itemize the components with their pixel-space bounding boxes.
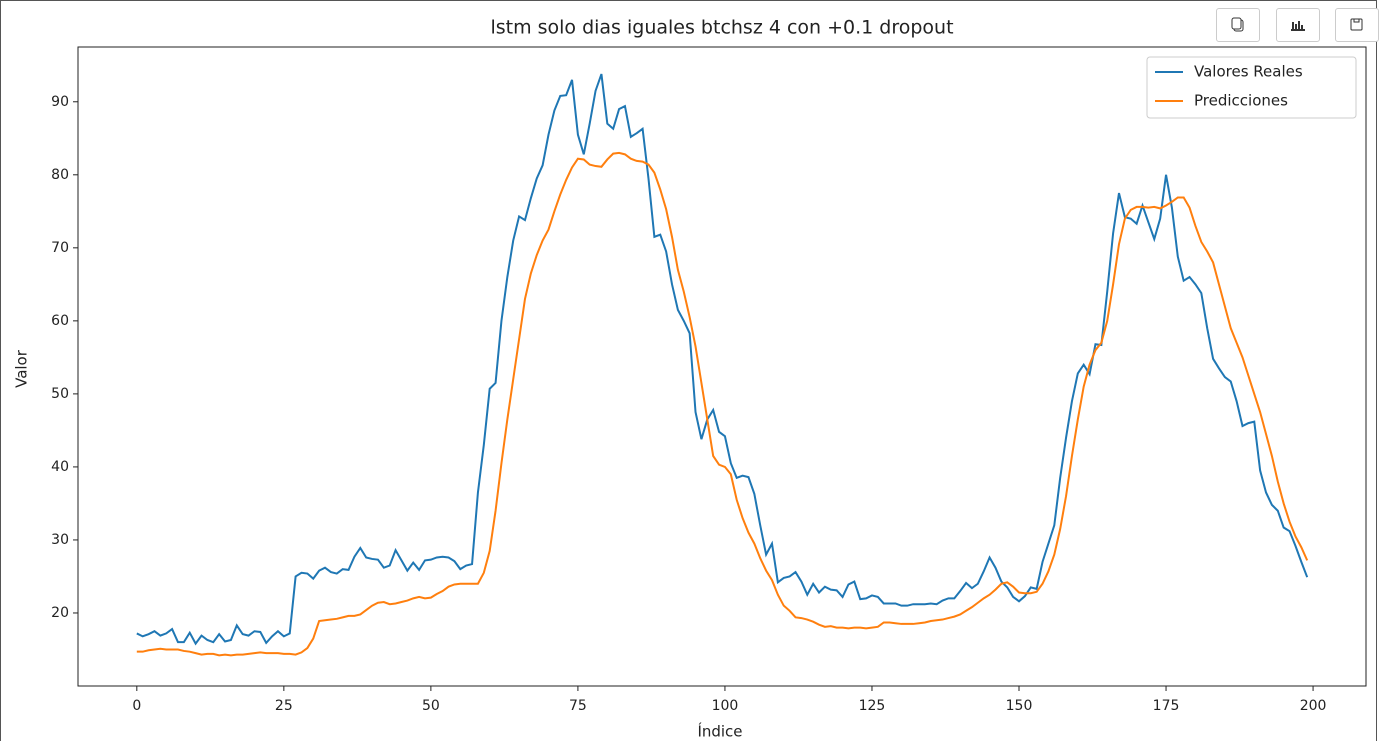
legend-label: Valores Reales <box>1194 63 1303 81</box>
data-line <box>136 73 1309 646</box>
chart-button[interactable] <box>1276 8 1320 42</box>
copy-button[interactable] <box>1216 8 1260 42</box>
x-tick-label: 75 <box>569 698 587 714</box>
x-tick-label: 150 <box>1006 698 1033 714</box>
legend-box <box>1146 56 1357 119</box>
chart-icon <box>1291 21 1305 31</box>
x-tick-label: 125 <box>859 698 886 714</box>
y-axis-label: Valor <box>13 349 31 388</box>
x-tick-label: 25 <box>275 698 293 714</box>
x-tick-label: 0 <box>132 698 141 714</box>
x-tick-label: 50 <box>422 698 440 714</box>
y-tick-label: 60 <box>51 313 69 329</box>
x-tick-label: 200 <box>1300 698 1327 714</box>
x-axis-label: Índice <box>697 722 742 741</box>
y-tick-label: 90 <box>51 94 69 110</box>
y-tick-label: 20 <box>51 605 69 621</box>
data-line <box>136 151 1309 657</box>
chart-title: lstm solo dias iguales btchsz 4 con +0.1… <box>490 17 953 39</box>
save-button[interactable] <box>1335 8 1379 42</box>
legend-label: Predicciones <box>1194 92 1288 110</box>
plot-frame <box>77 46 1367 687</box>
y-tick-label: 70 <box>51 240 69 256</box>
y-tick-label: 50 <box>51 386 69 402</box>
y-tick-label: 30 <box>51 532 69 548</box>
x-tick-label: 100 <box>712 698 739 714</box>
y-tick-label: 80 <box>51 167 69 183</box>
copy-icon <box>1231 17 1244 32</box>
save-icon <box>1350 18 1363 31</box>
y-tick-label: 40 <box>51 459 69 475</box>
x-tick-label: 175 <box>1153 698 1180 714</box>
